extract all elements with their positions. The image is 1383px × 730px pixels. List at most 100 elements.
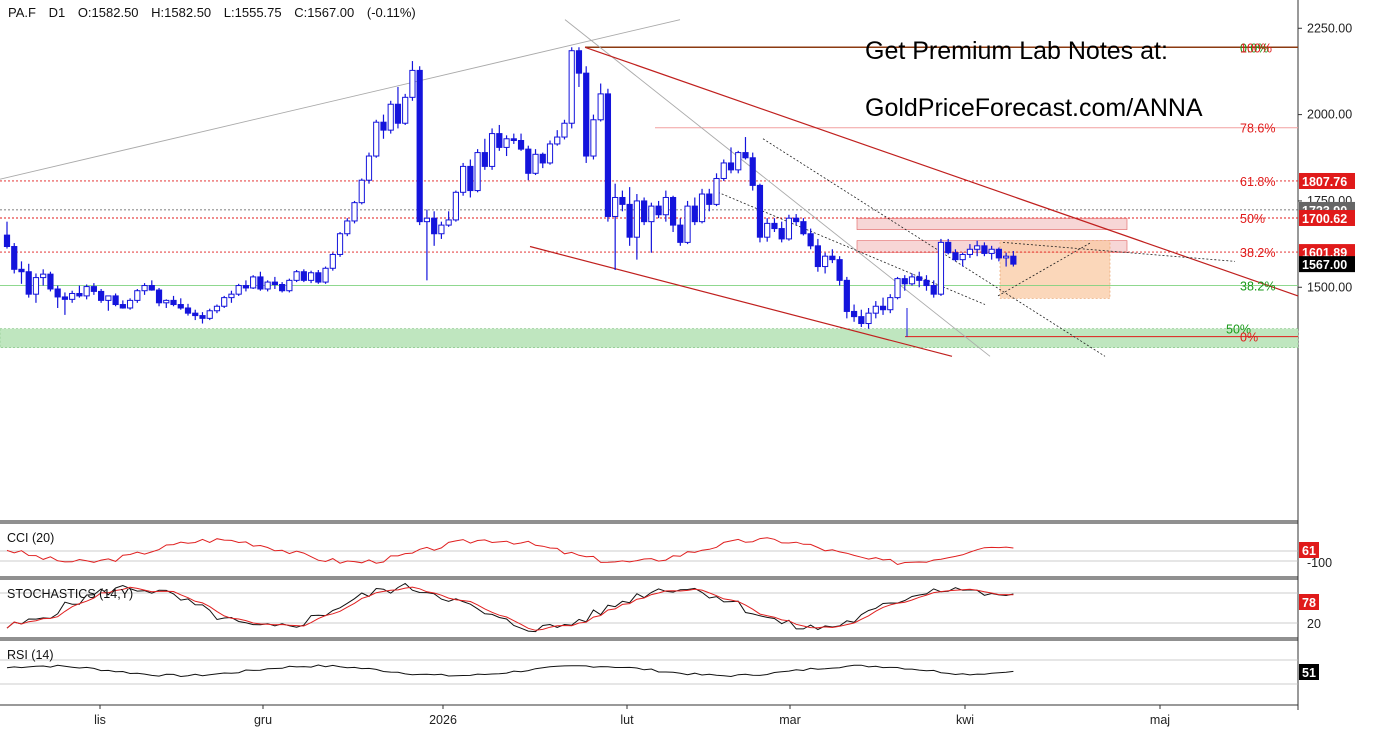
candle-body [293, 271, 300, 281]
candle [242, 280, 250, 292]
candle-body [1010, 255, 1017, 265]
candle [76, 285, 83, 298]
candle [177, 298, 184, 310]
price-tick-label: 1500.00 [1307, 280, 1352, 294]
candle [467, 159, 474, 198]
candle-body [409, 69, 416, 98]
candle-body [641, 200, 648, 223]
candle [546, 140, 554, 165]
candle [213, 304, 221, 314]
candle-body [691, 205, 698, 223]
candle [18, 261, 25, 284]
candle-body [879, 305, 887, 311]
candle-body [351, 202, 358, 222]
candle [315, 269, 322, 284]
candle-body [329, 253, 336, 269]
candle [286, 278, 293, 293]
candle-body [380, 121, 387, 131]
candle-body [858, 316, 865, 325]
candle [858, 309, 865, 327]
candle-body [793, 217, 800, 223]
candle-body [887, 297, 894, 311]
candle-body [250, 276, 257, 289]
candle-body [590, 119, 597, 157]
candle-body [76, 292, 83, 297]
candle-body [575, 50, 583, 74]
candle [1010, 251, 1017, 267]
candle-body [387, 103, 394, 131]
candle-body [843, 279, 850, 312]
candle-body [778, 228, 785, 240]
candle-body [264, 281, 271, 290]
candle [778, 221, 785, 243]
price-badge [1299, 244, 1355, 261]
stoch-badge-label: 78 [1302, 596, 1316, 610]
candle [47, 271, 54, 292]
candle [626, 187, 633, 246]
candle [54, 285, 61, 308]
candle-body [61, 296, 69, 300]
candle [952, 249, 959, 262]
candle-body [83, 286, 90, 297]
candle-body [583, 72, 590, 157]
candle-body [916, 276, 923, 281]
target-zone [999, 240, 1111, 299]
candle [431, 211, 438, 246]
cci-tick-label: -100 [1307, 556, 1332, 570]
candle [61, 292, 69, 315]
price-badge [1299, 172, 1355, 189]
candle [568, 47, 575, 129]
candle-body [894, 278, 901, 299]
candle [879, 297, 887, 315]
candle-body [720, 162, 727, 179]
candle-body [937, 241, 945, 295]
candle [727, 147, 735, 174]
candle-body [1003, 255, 1010, 259]
candle [155, 287, 163, 307]
candle [134, 288, 141, 303]
candle [742, 137, 749, 160]
candle-body [177, 304, 184, 309]
candle-body [40, 273, 47, 279]
candle-body [742, 152, 749, 159]
candle-body [713, 177, 720, 205]
fib-red-label: 78.6% [1240, 122, 1275, 136]
candle-body [438, 224, 445, 235]
candle [336, 232, 344, 257]
candle-body [134, 290, 141, 301]
candle [850, 304, 858, 322]
candle [612, 183, 619, 270]
candle-body [98, 290, 105, 301]
candle-body [945, 241, 952, 254]
rsi-line [6, 664, 1014, 678]
candle [126, 298, 134, 310]
fib-green-label: 38.2% [1240, 280, 1275, 294]
candle-body [11, 246, 18, 270]
candle [923, 275, 930, 291]
candle-body [467, 165, 474, 192]
candle-body [488, 133, 496, 167]
candle [814, 238, 821, 272]
candle-body [336, 233, 344, 255]
candle [3, 221, 11, 249]
candle [966, 244, 974, 258]
candle [83, 284, 90, 300]
high-value: H:1582.50 [151, 5, 212, 20]
candle [358, 178, 365, 205]
candle-body [503, 138, 510, 148]
candle [655, 200, 662, 219]
candle-body [402, 96, 409, 124]
candle [488, 128, 496, 170]
candle [380, 114, 387, 139]
candle [720, 159, 727, 181]
candle [481, 138, 488, 170]
candle [771, 218, 778, 233]
time-tick-label: maj [1150, 713, 1170, 727]
promo-line-2: GoldPriceForecast.com/ANNA [865, 94, 1203, 122]
candle [945, 238, 952, 255]
chart-header: PA.F D1 O:1582.50 H:1582.50 L:1555.75 C:… [8, 5, 425, 20]
candle-body [771, 222, 778, 230]
candle [756, 183, 764, 243]
candle-body [126, 299, 134, 309]
